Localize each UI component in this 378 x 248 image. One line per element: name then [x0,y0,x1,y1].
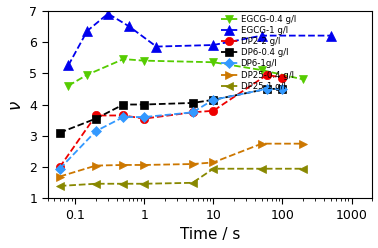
EGCG-0.4 g/l [142,59,146,62]
DP6-0.4 g/l [280,87,285,90]
Y-axis label: ν: ν [6,100,23,109]
X-axis label: Time / s: Time / s [180,227,240,243]
EGCG-1 g/l [328,34,333,37]
DP25-1 g/l [142,182,146,185]
Line: EGCG-1 g/l: EGCG-1 g/l [64,9,336,70]
EGCG-0.4 g/l [66,84,71,87]
DP25-1 g/l [190,181,195,184]
EGCG-1 g/l [85,30,90,32]
EGCG-0.4 g/l [121,58,125,61]
DP25-1 g/l [94,182,98,185]
DP25-0.4 g/l [211,161,215,164]
DP25-0.4 g/l [57,175,62,178]
DP25-0.4 g/l [190,162,195,165]
EGCG-1 g/l [106,12,110,15]
EGCG-1 g/l [259,34,264,37]
EGCG-1 g/l [66,64,71,67]
DP2-2 g/l [190,111,195,114]
EGCG-0.4 g/l [211,61,215,64]
DP6-1g/l [265,87,270,90]
DP2-2 g/l [280,76,285,79]
DP6-1g/l [190,111,195,114]
DP25-0.4 g/l [94,164,98,167]
DP2-2 g/l [121,114,125,117]
DP6-1g/l [211,98,215,101]
Legend: EGCG-0.4 g/l, EGCG-1 g/l, DP2-2 g/l, DP6-0.4 g/l, DP6-1g/l, DP25-0.4 g/l, DP25-1: EGCG-0.4 g/l, EGCG-1 g/l, DP2-2 g/l, DP6… [221,15,296,91]
Line: DP6-0.4 g/l: DP6-0.4 g/l [56,85,287,137]
EGCG-1 g/l [154,45,159,48]
EGCG-1 g/l [127,25,131,28]
DP25-1 g/l [211,167,215,170]
EGCG-0.4 g/l [301,78,305,81]
DP6-0.4 g/l [265,87,270,90]
DP25-0.4 g/l [301,142,305,145]
DP25-0.4 g/l [142,163,146,166]
DP2-2 g/l [57,166,62,169]
DP6-1g/l [57,167,62,170]
DP2-2 g/l [94,114,98,117]
Line: DP2-2 g/l: DP2-2 g/l [56,71,287,171]
DP6-1g/l [280,87,285,90]
DP25-1 g/l [57,185,62,187]
Line: DP6-1g/l: DP6-1g/l [56,85,286,172]
Line: DP25-1 g/l: DP25-1 g/l [56,165,307,190]
DP6-0.4 g/l [211,98,215,101]
DP25-1 g/l [259,167,264,170]
DP25-1 g/l [301,167,305,170]
DP25-0.4 g/l [121,163,125,166]
DP6-1g/l [142,116,146,119]
DP6-0.4 g/l [94,117,98,120]
EGCG-1 g/l [211,43,215,46]
DP2-2 g/l [265,73,270,76]
DP6-0.4 g/l [142,103,146,106]
DP6-0.4 g/l [121,103,125,106]
DP6-0.4 g/l [190,101,195,104]
DP6-1g/l [121,116,125,119]
EGCG-0.4 g/l [259,69,264,72]
DP2-2 g/l [211,109,215,112]
Line: DP25-0.4 g/l: DP25-0.4 g/l [56,139,307,181]
DP6-1g/l [94,130,98,133]
DP2-2 g/l [142,117,146,120]
DP25-1 g/l [121,182,125,185]
EGCG-0.4 g/l [85,73,90,76]
DP6-0.4 g/l [57,131,62,134]
DP25-0.4 g/l [259,142,264,145]
Line: EGCG-0.4 g/l: EGCG-0.4 g/l [64,55,307,90]
